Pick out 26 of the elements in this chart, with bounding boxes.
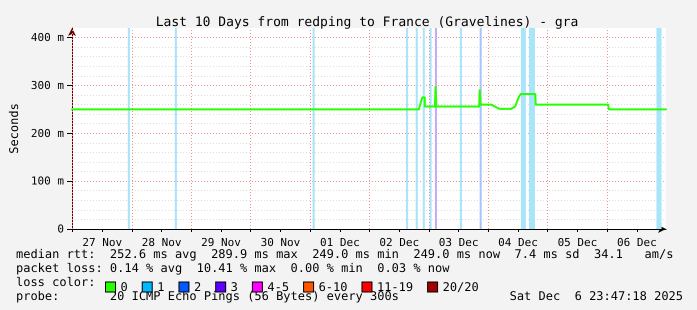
x-tick-label: 29 Nov bbox=[201, 236, 242, 249]
legend-label: 3 bbox=[230, 280, 238, 294]
x-tick-label: 27 Nov bbox=[82, 236, 122, 249]
legend-label: 20/20 bbox=[442, 280, 479, 294]
legend-label: 2 bbox=[194, 280, 202, 294]
x-tick-label: 01 Dec bbox=[320, 236, 360, 249]
x-tick-label: 05 Dec bbox=[558, 236, 598, 249]
y-tick-label: 0 bbox=[57, 222, 64, 236]
text: packet loss: 0.14 % avg 10.41 % max 0.00 % min 0.03 % now bbox=[16, 261, 450, 275]
x-tick-label: 02 Dec bbox=[379, 236, 420, 249]
legend-label: 6-10 bbox=[318, 280, 348, 294]
text: median rtt: 252.6 ms avg 289.9 ms max 249.0 ms min 249.0 ms now 7.4 ms sd 34.1 am/s bbox=[16, 247, 674, 261]
text: Sat Dec 6 23:47:18 2025 bbox=[510, 289, 683, 303]
x-tick-label: 04 Dec bbox=[498, 236, 538, 249]
x-tick-label: 28 Nov bbox=[142, 236, 182, 249]
y-tick-label: 300 m bbox=[30, 78, 64, 92]
y-tick-label: 200 m bbox=[30, 126, 64, 140]
legend-title: loss color: bbox=[16, 275, 96, 289]
y-tick-label: 100 m bbox=[30, 174, 64, 188]
line-series bbox=[71, 86, 667, 110]
chart-title: Last 10 Days from redping to France (Gravelines) - gra bbox=[156, 15, 578, 30]
y-tick-label: 400 m bbox=[30, 31, 64, 44]
x-tick-label: 30 Nov bbox=[260, 236, 301, 249]
x-tick-label: 06 Dec bbox=[616, 236, 657, 249]
x-tick-label: 03 Dec bbox=[438, 236, 479, 249]
y-axis-title: Seconds bbox=[7, 103, 21, 154]
